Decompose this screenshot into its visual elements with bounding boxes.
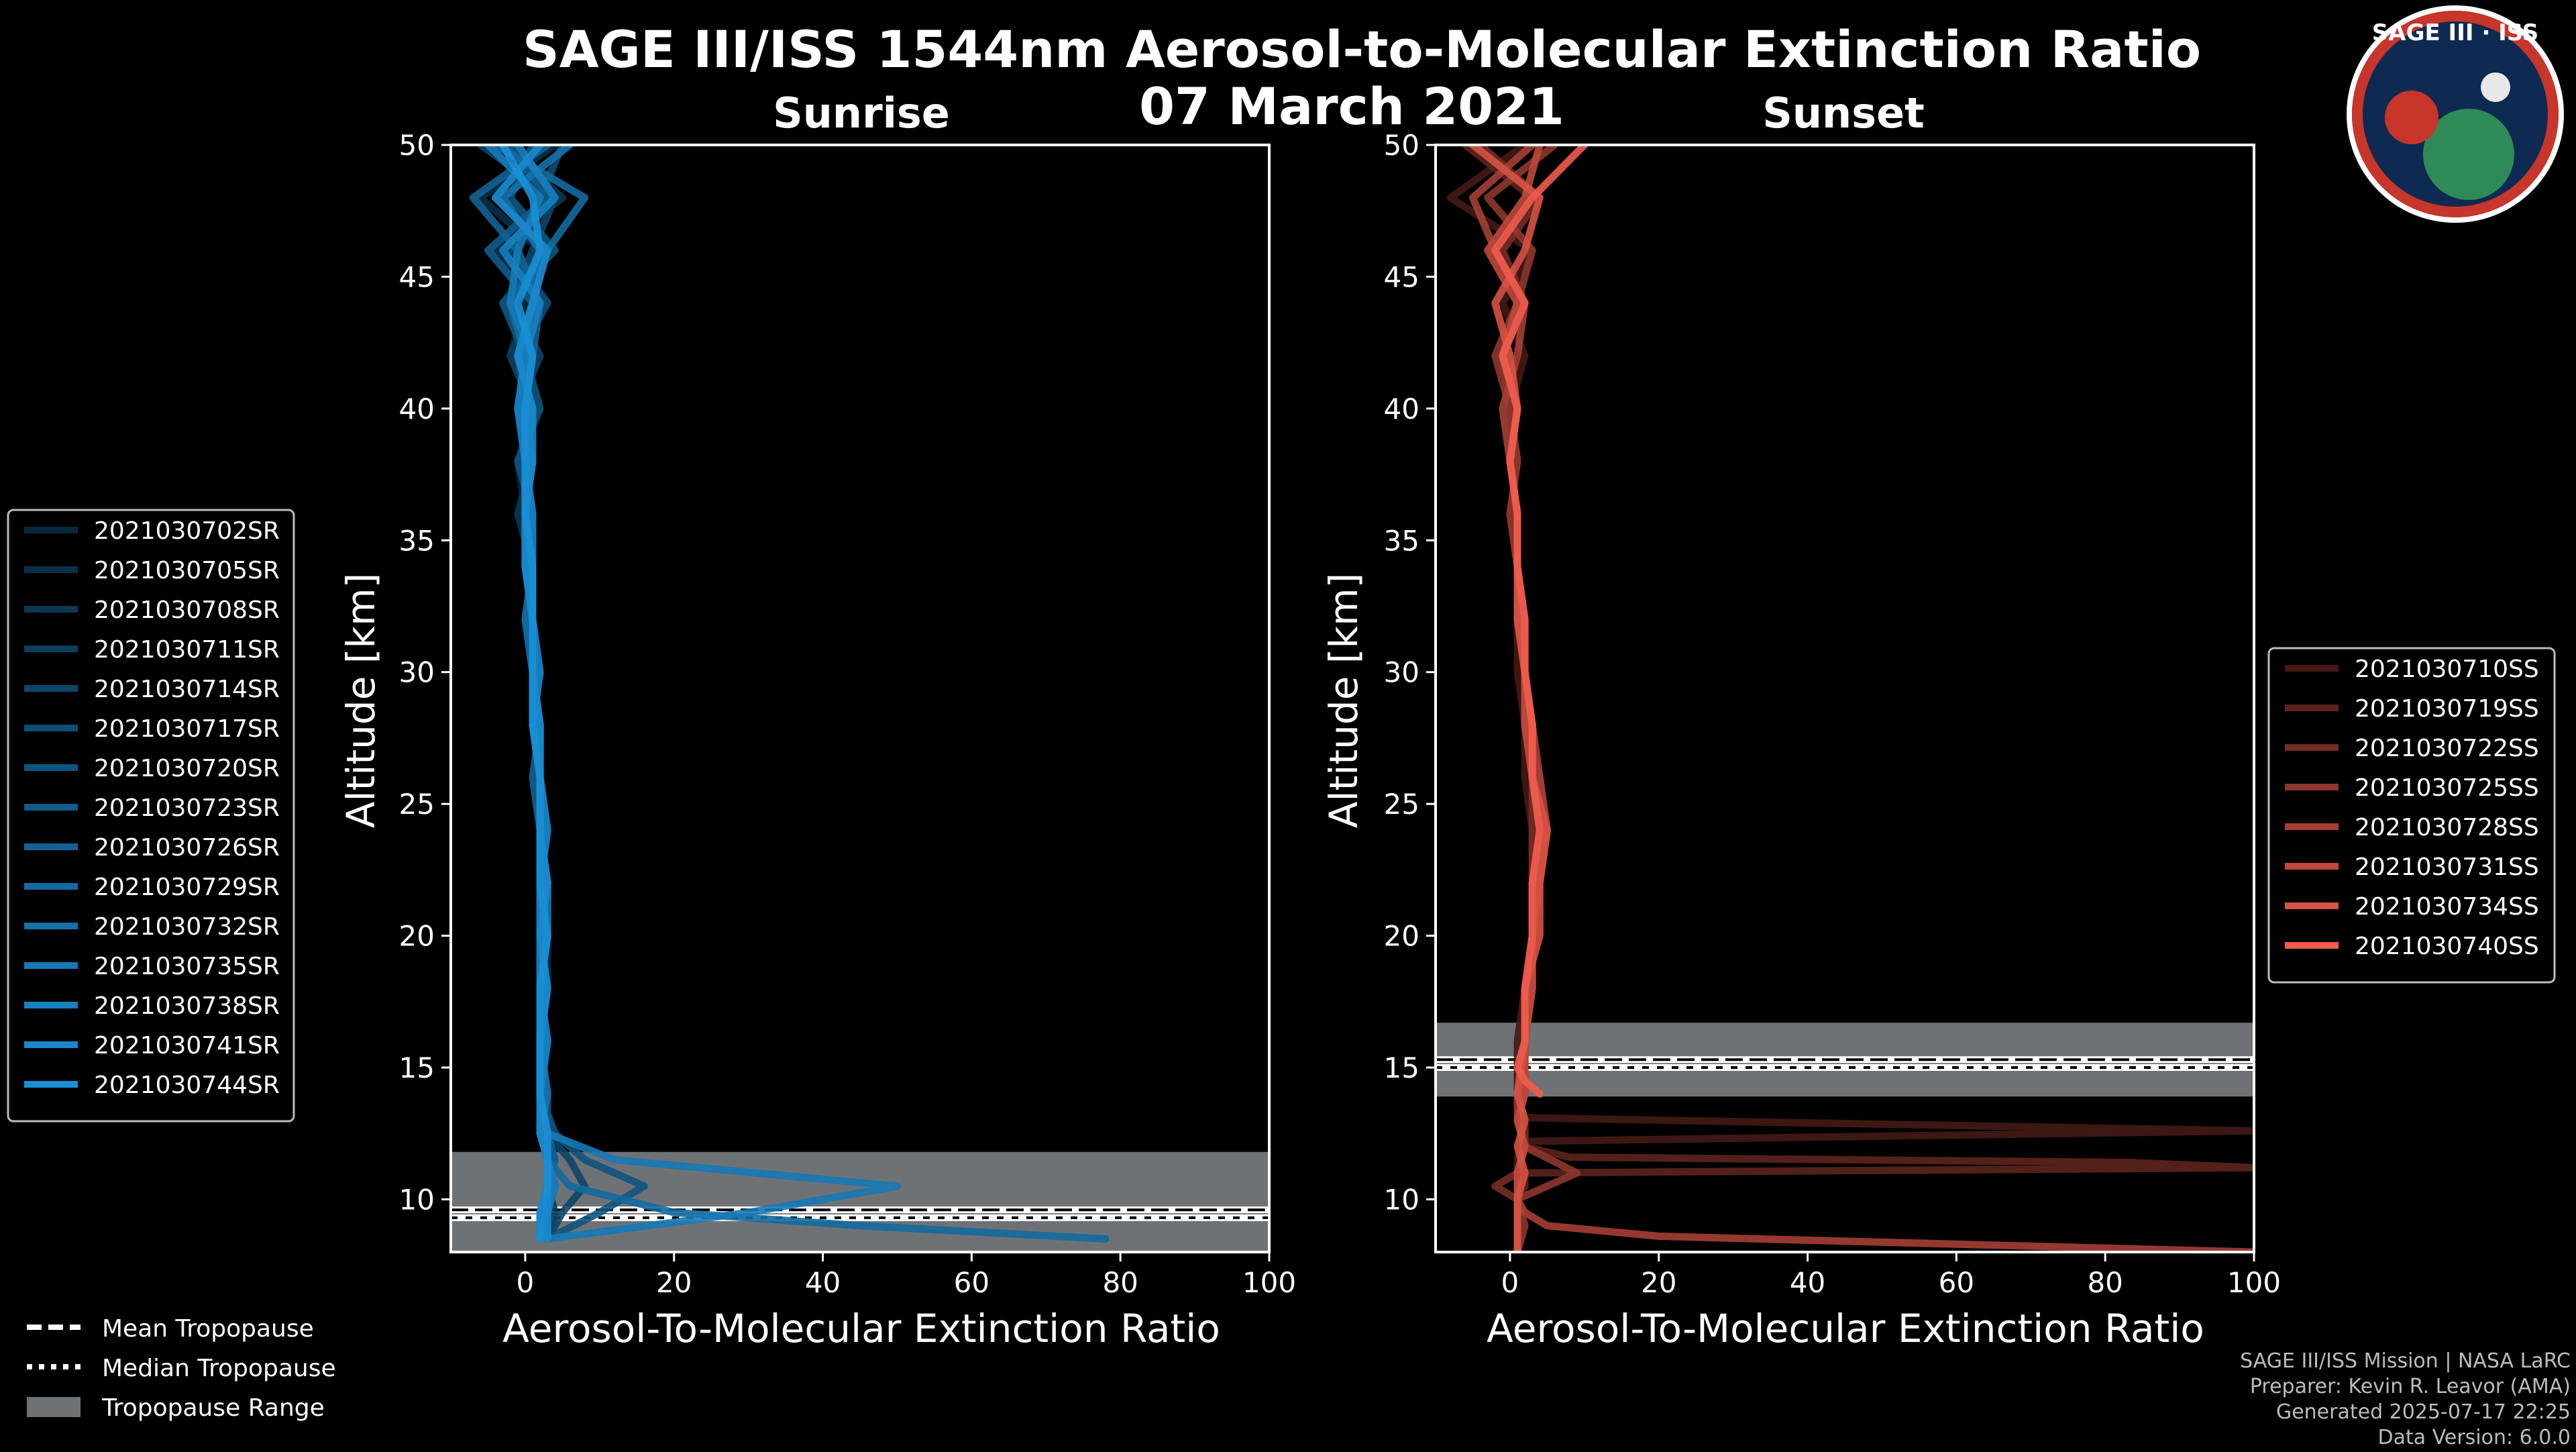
legend-label-2021030725SS: 2021030725SS <box>2355 774 2539 802</box>
x-tick-label-sunset-100: 100 <box>2227 1266 2281 1299</box>
y-tick-label-sunrise-40: 40 <box>399 393 435 425</box>
plot-area-sunrise <box>451 145 1269 1252</box>
x-tick-label-sunrise-100: 100 <box>1242 1266 1296 1299</box>
y-tick-label-sunrise-45: 45 <box>399 260 435 293</box>
x-tick-label-sunrise-40: 40 <box>805 1266 841 1299</box>
legend-label-2021030714SR: 2021030714SR <box>94 676 280 703</box>
legend-tropopause-range-swatch <box>27 1397 80 1417</box>
plot-area-sunset <box>1436 145 2254 1252</box>
legend-label-2021030723SR: 2021030723SR <box>94 794 280 822</box>
legend-label-2021030710SS: 2021030710SS <box>2355 656 2539 683</box>
legend-median-tropopause-label: Median Tropopause <box>102 1355 336 1382</box>
logo-text: SAGE III · ISS <box>2372 19 2538 46</box>
y-tick-label-sunset-35: 35 <box>1384 524 1419 557</box>
x-tick-label-sunrise-80: 80 <box>1102 1266 1138 1299</box>
panel-sunrise: 0 20 40 60 80 100 10 15 20 25 30 35 40 45 50 <box>399 129 1297 1299</box>
legend-label-2021030711SR: 2021030711SR <box>94 636 280 664</box>
legend-label-2021030732SR: 2021030732SR <box>94 913 280 941</box>
x-tick-label-sunrise-0: 0 <box>517 1266 535 1299</box>
y-tick-label-sunset-50: 50 <box>1384 129 1419 162</box>
legend-box-sunset <box>2267 647 2556 984</box>
legend-label-2021030734SS: 2021030734SS <box>2355 893 2539 921</box>
y-axis-label-sunset: Altitude [km] <box>1321 573 1366 828</box>
x-tick-label-sunrise-20: 20 <box>656 1266 692 1299</box>
tropopause-legend: Mean Tropopause Median Tropopause Tropop… <box>27 1315 336 1422</box>
legend-label-2021030719SS: 2021030719SS <box>2355 695 2539 723</box>
panel-title-sunset: Sunset <box>1762 89 1925 138</box>
legend-box-sunrise <box>7 509 295 1123</box>
legend-label-2021030740SS: 2021030740SS <box>2355 933 2539 960</box>
y-tick-label-sunset-30: 30 <box>1384 656 1419 689</box>
y-tick-label-sunrise-20: 20 <box>399 920 435 953</box>
series-line-2021030740SS <box>1491 145 1589 1098</box>
y-tick-label-sunset-20: 20 <box>1384 920 1419 953</box>
panel-title-sunrise: Sunrise <box>773 89 950 138</box>
legend-label-2021030702SR: 2021030702SR <box>94 517 280 545</box>
legend-label-2021030738SR: 2021030738SR <box>94 992 280 1020</box>
legend-label-2021030735SR: 2021030735SR <box>94 953 280 980</box>
legend-label-2021030705SR: 2021030705SR <box>94 557 280 584</box>
legend-label-2021030722SS: 2021030722SS <box>2355 735 2539 762</box>
x-tick-label-sunset-80: 80 <box>2087 1266 2123 1299</box>
chart-date: 07 March 2021 <box>1139 76 1564 136</box>
y-tick-label-sunrise-15: 15 <box>399 1051 435 1084</box>
axes-frame-sunrise <box>449 144 1271 1253</box>
y-axis-label-sunrise: Altitude [km] <box>338 573 384 828</box>
footer-line-4: Data Version: 6.0.0 <box>2378 1426 2571 1449</box>
mission-logo: SAGE III · ISS <box>2347 5 2564 223</box>
footer-line-2: Preparer: Kevin R. Leavor (AMA) <box>2250 1375 2571 1398</box>
legend-label-2021030726SR: 2021030726SR <box>94 834 280 862</box>
legend-label-2021030717SR: 2021030717SR <box>94 715 280 743</box>
axes-frame-sunset <box>1434 144 2255 1253</box>
y-tick-label-sunset-10: 10 <box>1384 1183 1419 1216</box>
y-tick-label-sunrise-25: 25 <box>399 788 435 821</box>
x-axis-label-sunset: Aerosol-To-Molecular Extinction Ratio <box>1487 1306 2204 1351</box>
legend-label-2021030720SR: 2021030720SR <box>94 755 280 782</box>
legend-tropopause-range-label: Tropopause Range <box>101 1394 325 1422</box>
legend-label-2021030731SS: 2021030731SS <box>2355 853 2539 881</box>
chart-title: SAGE III/ISS 1544nm Aerosol-to-Molecular… <box>523 19 2201 79</box>
y-tick-label-sunset-25: 25 <box>1384 788 1419 821</box>
legend-sunrise: 2021030702SR 2021030705SR 2021030708SR 2021… <box>7 509 295 1123</box>
footer-credits: SAGE III/ISS Mission | NASA LaRC Prepare… <box>2240 1349 2571 1449</box>
series-line-2021030744SR <box>499 145 551 1243</box>
y-tick-label-sunset-45: 45 <box>1384 260 1419 293</box>
series-line-2021030729SR <box>492 145 1110 1243</box>
y-tick-label-sunrise-10: 10 <box>399 1183 435 1216</box>
footer-line-3: Generated 2025-07-17 22:25 <box>2276 1400 2571 1424</box>
x-axis-label-sunrise: Aerosol-To-Molecular Extinction Ratio <box>502 1306 1220 1351</box>
x-tick-label-sunset-0: 0 <box>1501 1266 1519 1299</box>
x-tick-label-sunset-60: 60 <box>1939 1266 1974 1299</box>
footer-line-1: SAGE III/ISS Mission | NASA LaRC <box>2240 1349 2571 1373</box>
y-tick-label-sunrise-30: 30 <box>399 656 435 689</box>
y-tick-label-sunrise-50: 50 <box>399 129 435 162</box>
y-tick-label-sunset-40: 40 <box>1384 393 1419 425</box>
legend-mean-tropopause-label: Mean Tropopause <box>102 1315 314 1343</box>
y-tick-label-sunset-15: 15 <box>1384 1051 1419 1084</box>
series-line-2021030735SR <box>484 145 901 1243</box>
x-tick-label-sunset-20: 20 <box>1641 1266 1676 1299</box>
legend-label-2021030744SR: 2021030744SR <box>94 1072 280 1099</box>
x-tick-label-sunset-40: 40 <box>1790 1266 1825 1299</box>
legend-label-2021030708SR: 2021030708SR <box>94 597 280 624</box>
panel-sunset: 0 20 40 60 80 100 10 15 20 25 30 35 40 45 50 <box>1384 129 2282 1299</box>
legend-label-2021030729SR: 2021030729SR <box>94 874 280 901</box>
legend-sunset: 2021030710SS 2021030719SS 2021030722SS 2021… <box>2267 647 2556 984</box>
legend-label-2021030728SS: 2021030728SS <box>2355 814 2539 841</box>
y-tick-label-sunrise-35: 35 <box>399 524 435 557</box>
x-tick-label-sunrise-60: 60 <box>954 1266 989 1299</box>
legend-label-2021030741SR: 2021030741SR <box>94 1032 280 1059</box>
